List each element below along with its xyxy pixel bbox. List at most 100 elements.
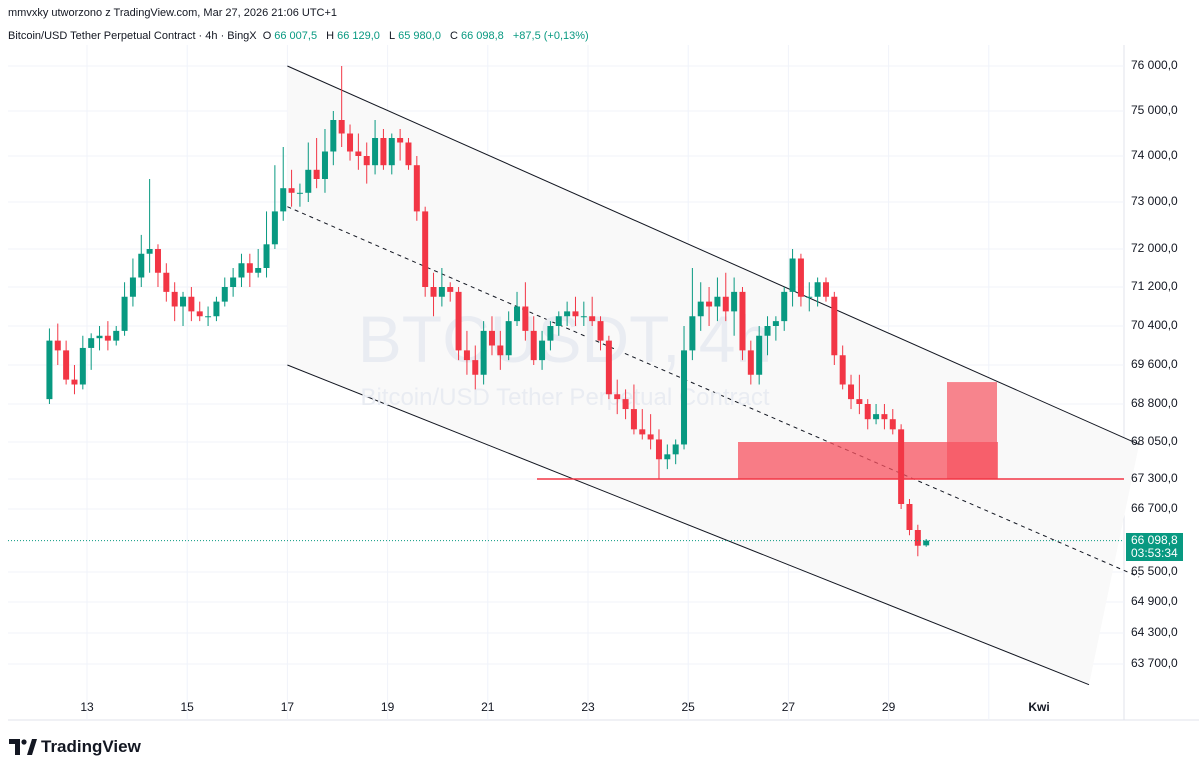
candle	[597, 321, 604, 341]
candle	[129, 277, 136, 297]
tradingview-logo[interactable]: TradingView	[9, 737, 141, 757]
time-tick-label: 15	[180, 700, 194, 714]
time-tick-label: 21	[481, 700, 495, 714]
candle	[589, 316, 596, 322]
candle	[697, 301, 704, 317]
candle	[213, 301, 220, 317]
candle	[580, 316, 587, 318]
candle	[555, 316, 562, 326]
candle	[539, 340, 546, 361]
price-tick-label: 69 600,0	[1131, 357, 1178, 371]
candle	[230, 277, 237, 287]
candle	[305, 169, 312, 193]
candle	[614, 394, 621, 400]
candle	[797, 258, 804, 297]
candle	[564, 311, 571, 317]
candle	[246, 263, 253, 273]
low-value: 65 980,0	[398, 30, 441, 42]
change-value: +87,5 (+0,13%)	[512, 30, 589, 42]
price-tick-label: 68 800,0	[1131, 396, 1178, 410]
channel-lower-line	[287, 364, 1090, 686]
candle	[330, 120, 337, 152]
candle	[622, 399, 629, 410]
candle	[831, 296, 838, 356]
candle	[196, 311, 203, 317]
candle	[747, 350, 754, 375]
watermark-name: Bitcoin/USD Tether Perpetual Contract	[360, 384, 769, 411]
candle	[856, 399, 863, 404]
candle	[664, 454, 671, 460]
candle	[180, 296, 187, 307]
candle	[79, 347, 86, 385]
price-tick-label: 70 400,0	[1131, 318, 1178, 332]
candle	[906, 504, 913, 530]
candle	[873, 414, 880, 420]
candle	[864, 404, 871, 420]
price-tick-label: 64 900,0	[1131, 594, 1178, 608]
time-tick-label: 19	[380, 700, 395, 714]
instrument-name[interactable]: Bitcoin/USD Tether Perpetual Contract · …	[8, 30, 257, 42]
candle	[221, 287, 228, 302]
candle	[288, 188, 295, 193]
candle	[789, 258, 796, 292]
price-tick-label: 76 000,0	[1131, 58, 1178, 72]
channel-midline	[287, 206, 1140, 578]
candle	[681, 350, 688, 445]
candle	[88, 338, 95, 348]
candle	[463, 350, 470, 361]
candle	[455, 291, 462, 351]
candle	[146, 249, 153, 254]
candle	[46, 340, 53, 400]
candle	[63, 350, 70, 380]
candle	[655, 439, 662, 460]
candle	[138, 253, 145, 278]
candle	[739, 291, 746, 351]
candle	[572, 311, 579, 317]
candle	[848, 384, 855, 400]
candle	[363, 156, 370, 166]
time-tick-label: 29	[881, 700, 896, 714]
candle	[488, 330, 495, 346]
supply-zone-overlay	[947, 382, 997, 479]
time-tick-label: 25	[681, 700, 695, 714]
price-tick-label: 71 200,0	[1131, 279, 1178, 293]
candle	[405, 142, 412, 166]
price-tick-label: 66 700,0	[1131, 501, 1178, 515]
price-tick-label: 74 000,0	[1131, 148, 1178, 162]
candle	[347, 133, 354, 152]
candle	[923, 540, 930, 546]
candle	[530, 330, 537, 361]
candle	[113, 330, 120, 341]
candle	[338, 120, 345, 134]
last-price-value: 66 098,8	[1131, 533, 1178, 547]
price-tick-label: 67 300,0	[1131, 471, 1178, 485]
candle	[505, 321, 512, 356]
time-tick-label: 17	[280, 700, 295, 714]
candle	[822, 282, 829, 297]
time-tick-label: 23	[581, 700, 595, 714]
candle	[205, 316, 212, 318]
candle	[380, 138, 387, 166]
candle	[522, 306, 529, 331]
candle	[280, 188, 287, 212]
candle	[898, 429, 905, 504]
candle	[806, 296, 813, 298]
candle	[731, 291, 738, 312]
time-tick-label: Kwi	[1028, 700, 1050, 714]
candle	[438, 287, 445, 297]
candle	[271, 211, 278, 245]
candle	[422, 211, 429, 287]
candle	[238, 263, 245, 278]
candle	[781, 291, 788, 322]
candle	[547, 326, 554, 341]
instrument-legend: Bitcoin/USD Tether Perpetual Contract · …	[8, 30, 592, 42]
candle	[447, 287, 454, 292]
candle	[714, 296, 721, 307]
close-value: 66 098,8	[460, 30, 504, 42]
candle	[605, 340, 612, 395]
candle	[722, 296, 729, 312]
candle	[171, 291, 178, 307]
close-label: C	[450, 30, 458, 42]
candle	[313, 169, 320, 179]
